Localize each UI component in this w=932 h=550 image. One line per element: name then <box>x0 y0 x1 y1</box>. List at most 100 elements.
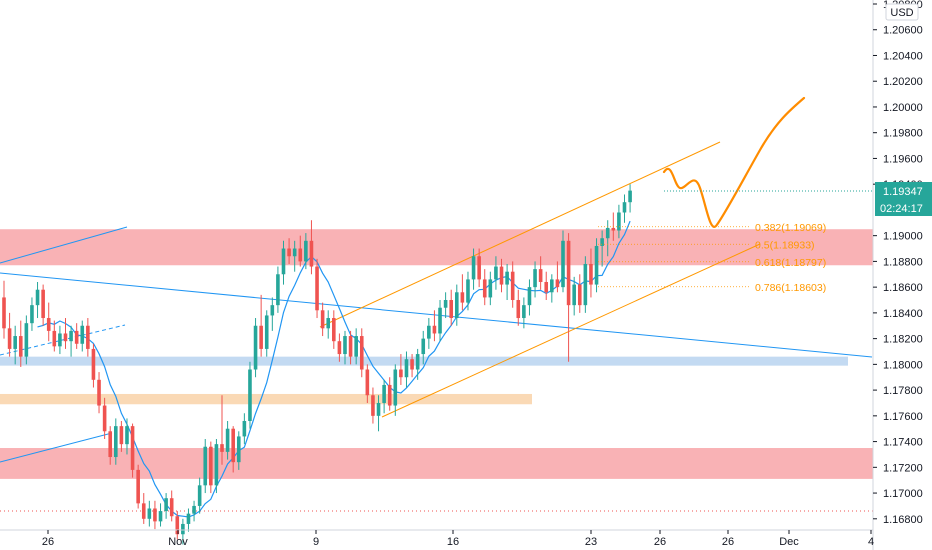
currency-label: USD <box>890 7 913 19</box>
candle-bearish <box>287 248 291 257</box>
time-tick-label: 9 <box>313 536 319 548</box>
candle-bullish <box>622 202 627 213</box>
candle-bullish <box>326 318 331 329</box>
candle-bullish <box>343 336 347 355</box>
candle-bullish <box>522 305 526 319</box>
candle-bearish <box>108 431 113 458</box>
lower-left-trendline <box>0 432 113 463</box>
candle-bullish <box>605 227 610 239</box>
candle-bearish <box>153 508 157 522</box>
candle-bullish <box>404 359 409 378</box>
support-resistance-zones <box>0 229 873 479</box>
candle-bearish <box>577 284 582 306</box>
last-price-tag: 1.19347 02:24:17 <box>664 182 932 217</box>
candle-bearish <box>220 444 224 452</box>
moving-average <box>37 220 631 518</box>
candle-bullish <box>281 248 286 275</box>
candle-bullish <box>35 289 40 306</box>
candle-bullish <box>617 212 621 231</box>
candle-bullish <box>494 266 498 280</box>
fib-level-label: 0.786(1.18603) <box>755 282 826 294</box>
candle-bullish <box>192 505 196 514</box>
time-tick-label: Dec <box>779 536 799 548</box>
candle-bullish <box>471 256 476 280</box>
candle-bullish <box>600 238 604 246</box>
candle-bullish <box>427 325 431 339</box>
candle-bearish <box>2 297 6 329</box>
candle-bullish <box>270 305 275 316</box>
time-tick-label: 26 <box>722 536 734 548</box>
candle-bearish <box>477 256 481 280</box>
candle-bullish <box>466 279 470 303</box>
candle-bullish <box>572 284 576 306</box>
price-tick-label: 1.20400 <box>883 50 923 62</box>
candle-bullish <box>158 511 163 522</box>
zone-blue <box>0 356 848 366</box>
candle-bullish <box>454 292 459 319</box>
price-tick-label: 1.18000 <box>883 359 923 371</box>
candle-bullish <box>197 485 202 506</box>
candle-bearish <box>510 271 515 301</box>
candle-bullish <box>628 190 632 203</box>
candle-bearish <box>365 369 370 396</box>
price-tick-label: 1.20000 <box>883 102 923 114</box>
candle-bullish <box>354 336 358 357</box>
upper-left-trendline <box>0 226 128 264</box>
price-tick-label: 1.20200 <box>883 76 923 88</box>
bar-countdown: 02:24:17 <box>880 203 923 215</box>
candle-bearish <box>371 395 375 416</box>
candle-bullish <box>58 333 62 347</box>
candle-bearish <box>7 328 12 349</box>
channel-upper-line <box>319 141 721 328</box>
candle-bearish <box>141 503 146 519</box>
candle-bullish <box>533 269 537 288</box>
candle-bearish <box>516 300 521 319</box>
candle-bearish <box>499 266 504 285</box>
dashed-trendline <box>0 324 126 356</box>
candle-bearish <box>320 310 325 329</box>
candle-bullish <box>292 248 297 257</box>
candle-bullish <box>236 436 241 463</box>
candle-bullish <box>164 498 168 512</box>
candle-bullish <box>203 446 208 486</box>
candle-bullish <box>186 513 191 524</box>
candle-bearish <box>555 279 560 288</box>
price-tick-label: 1.18600 <box>883 282 923 294</box>
candle-bearish <box>63 333 68 342</box>
price-axis[interactable]: 1.208001.206001.204001.202001.200001.198… <box>872 0 923 550</box>
price-tick-label: 1.18400 <box>883 308 923 320</box>
zone-orange <box>0 393 532 405</box>
time-axis[interactable]: 26 Nov 9 16 23 26 Dec 4 26 <box>0 529 874 548</box>
descending-trendline <box>0 272 873 358</box>
candle-bullish <box>376 402 381 416</box>
candle-bearish <box>175 516 180 535</box>
candle-bearish <box>119 426 124 445</box>
candle-bearish <box>432 325 437 334</box>
price-tick-label: 1.19600 <box>883 153 923 165</box>
candle-bullish <box>30 305 34 324</box>
candle-bearish <box>449 300 453 319</box>
candle-bullish <box>304 240 308 262</box>
candle-bullish <box>488 279 493 298</box>
candle-bullish <box>80 325 85 344</box>
candle-bearish <box>169 498 174 517</box>
candle-bearish <box>337 341 342 355</box>
candle-bullish <box>415 354 420 370</box>
zone-red <box>0 229 873 266</box>
price-tag-box <box>875 182 932 217</box>
candle-bearish <box>41 289 45 319</box>
currency-box <box>885 3 919 21</box>
price-tick-label: 1.19800 <box>883 128 923 140</box>
candle-bearish <box>86 325 90 349</box>
price-tick-label: 1.19000 <box>883 231 923 243</box>
price-tick-label: 1.20600 <box>883 25 923 37</box>
candle-bullish <box>242 420 247 437</box>
candle-bullish <box>583 263 588 306</box>
candle-bearish <box>74 330 79 344</box>
candle-bearish <box>52 330 57 347</box>
candle-bearish <box>460 292 465 303</box>
candle-bearish <box>309 240 314 267</box>
fib-level-label: 0.618(1.18797) <box>755 257 826 269</box>
candle-bullish <box>443 300 448 308</box>
